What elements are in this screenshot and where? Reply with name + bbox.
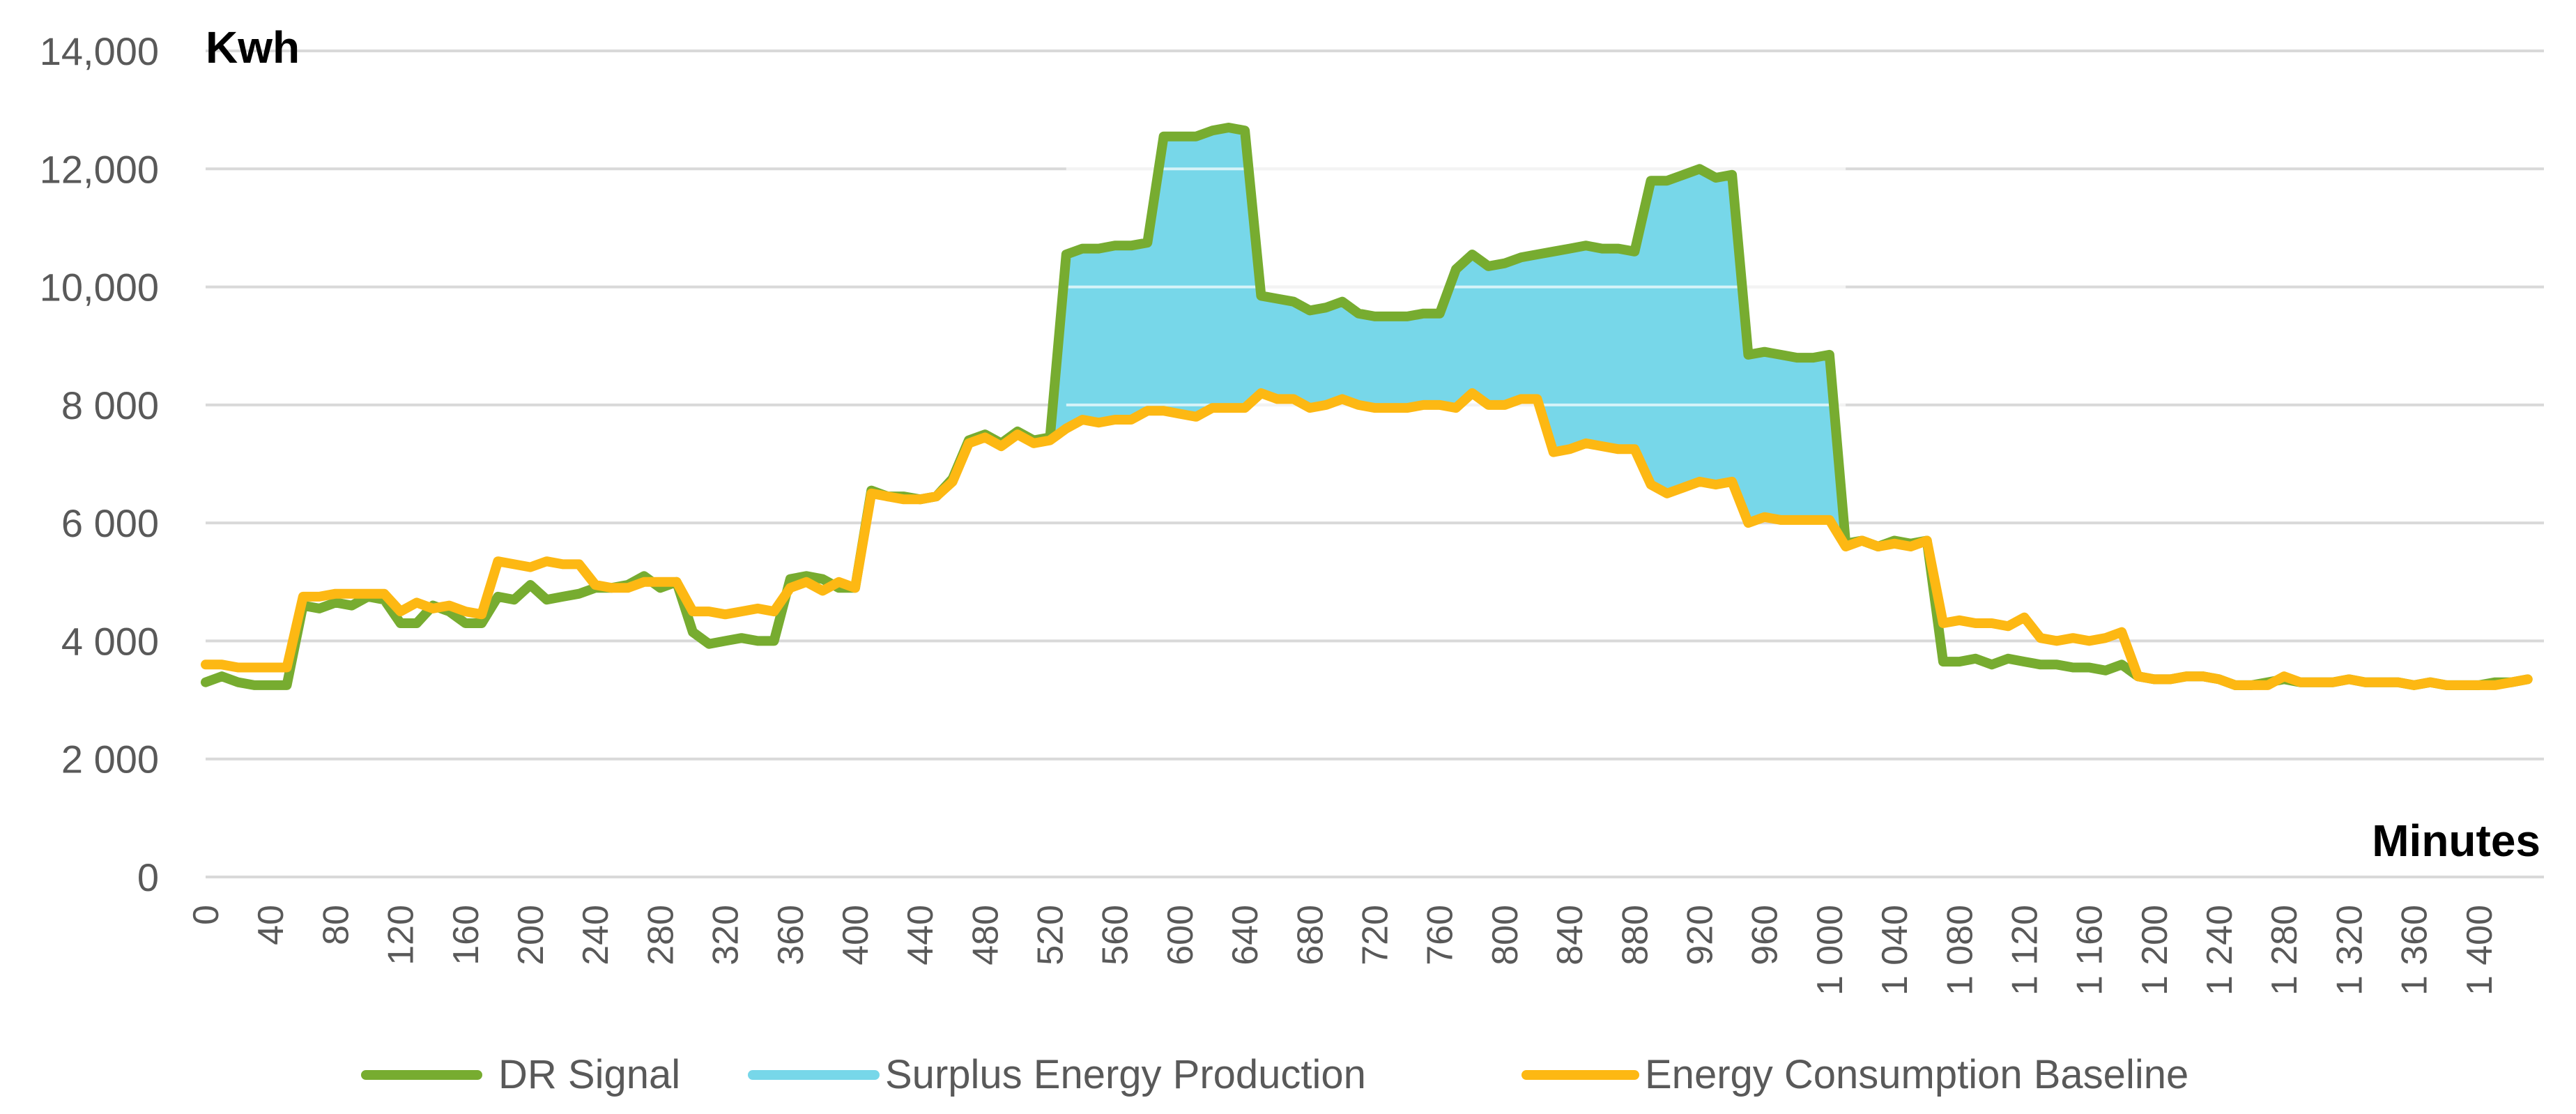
x-tick-label: 1 120	[2004, 905, 2045, 995]
x-tick-label: 40	[251, 905, 291, 945]
y-tick-label: 2 000	[61, 738, 159, 781]
x-tick-label: 1 080	[1940, 905, 1980, 995]
legend-label-dr-signal: DR Signal	[498, 1052, 680, 1097]
x-tick-label: 1 200	[2135, 905, 2175, 995]
x-tick-label: 520	[1031, 905, 1071, 966]
series-line-energy-consumption-baseline	[201, 388, 2533, 690]
x-tick-label: 440	[900, 905, 941, 966]
x-tick-label: 1 280	[2264, 905, 2305, 995]
x-tick-label: 1 320	[2329, 905, 2370, 995]
x-tick-label: 1 360	[2395, 905, 2435, 995]
y-tick-label: 4 000	[61, 619, 159, 663]
legend: DR Signal Surplus Energy Production Ener…	[361, 1052, 2188, 1097]
x-tick-label: 0	[186, 905, 227, 925]
x-tick-label: 320	[706, 905, 746, 966]
x-tick-label: 1 040	[1875, 905, 1915, 995]
y-axis-ticks: 0 2 000 4 000 6 000 8 000 10,000 12,000 14,000	[40, 29, 159, 899]
x-tick-label: 560	[1096, 905, 1136, 966]
x-tick-label: 840	[1550, 905, 1590, 966]
legend-label-surplus-energy-production: Surplus Energy Production	[885, 1052, 1366, 1097]
x-tick-label: 400	[836, 905, 876, 966]
x-tick-label: 760	[1420, 905, 1461, 966]
x-tick-label: 1 000	[1810, 905, 1850, 995]
y-tick-label: 14,000	[40, 29, 159, 73]
y-tick-label: 6 000	[61, 501, 159, 545]
x-tick-label: 920	[1680, 905, 1720, 966]
x-tick-label: 880	[1615, 905, 1655, 966]
x-tick-label: 1 400	[2460, 905, 2500, 995]
x-tick-label: 240	[576, 905, 616, 966]
y-tick-label: 10,000	[40, 266, 159, 310]
x-tick-label: 720	[1356, 905, 1396, 966]
y-axis-title: Kwh	[206, 22, 300, 73]
x-tick-label: 360	[771, 905, 811, 966]
x-tick-label: 120	[381, 905, 422, 966]
x-tick-label: 800	[1485, 905, 1526, 966]
x-tick-label: 640	[1225, 905, 1266, 966]
x-tick-label: 600	[1160, 905, 1201, 966]
x-axis-title: Minutes	[2372, 816, 2540, 866]
x-tick-label: 960	[1745, 905, 1786, 966]
legend-item-energy-consumption-baseline: Energy Consumption Baseline	[1521, 1052, 2188, 1097]
x-tick-label: 280	[641, 905, 681, 966]
legend-label-energy-consumption-baseline: Energy Consumption Baseline	[1645, 1052, 2188, 1097]
x-tick-label: 80	[316, 905, 356, 945]
legend-item-surplus-energy-production: Surplus Energy Production	[748, 1052, 1366, 1097]
x-tick-label: 680	[1290, 905, 1331, 966]
x-tick-label: 1 240	[2200, 905, 2240, 995]
x-tick-label: 200	[511, 905, 551, 966]
x-tick-label: 480	[965, 905, 1006, 966]
y-tick-label: 12,000	[40, 147, 159, 191]
x-tick-label: 160	[446, 905, 486, 966]
surplus-energy-area	[1050, 128, 1846, 547]
y-tick-label: 8 000	[61, 383, 159, 427]
x-axis-ticks: 0 40 80 120 160 200 240 280 320 360 400 440 480 520 56…	[186, 905, 2500, 995]
legend-item-dr-signal: DR Signal	[361, 1052, 680, 1097]
y-tick-label: 0	[137, 855, 159, 899]
series-lines-layer	[201, 123, 2533, 690]
x-tick-label: 1 160	[2070, 905, 2110, 995]
